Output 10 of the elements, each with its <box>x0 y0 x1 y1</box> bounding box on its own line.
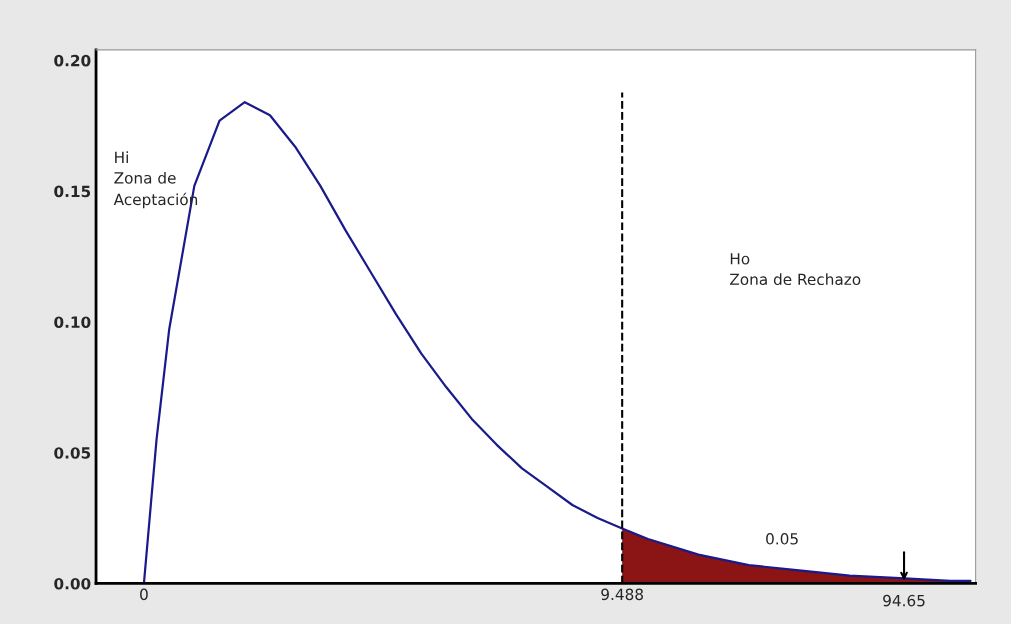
y-tick-label: 0.05 <box>54 447 91 459</box>
y-tick-label: 0.10 <box>54 316 91 328</box>
annotation: 0.05 <box>766 533 798 545</box>
x-tick-label: 0 <box>140 588 148 601</box>
annotation: Ho Zona de Rechazo <box>730 253 861 286</box>
x-tick-label: 9.488 <box>601 588 643 601</box>
y-tick-label: 0.20 <box>54 54 91 67</box>
y-tick-label: 0.00 <box>54 577 91 590</box>
annotation: 94.65 <box>883 594 925 607</box>
y-tick-label: 0.15 <box>54 185 91 198</box>
